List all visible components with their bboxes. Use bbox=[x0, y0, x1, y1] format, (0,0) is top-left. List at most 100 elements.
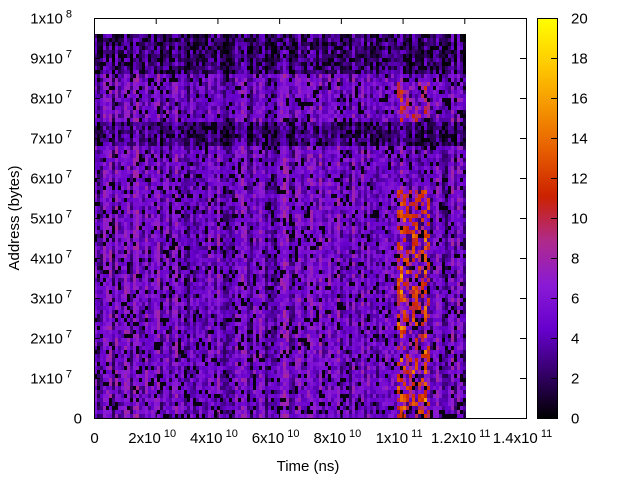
heatmap-cell bbox=[208, 122, 211, 126]
heatmap-cell bbox=[235, 278, 238, 282]
heatmap-cell bbox=[100, 222, 103, 226]
heatmap-cell bbox=[163, 322, 166, 326]
heatmap-cell bbox=[211, 58, 214, 62]
heatmap-cell bbox=[148, 266, 151, 270]
heatmap-cell bbox=[184, 118, 187, 122]
heatmap-cell bbox=[115, 410, 118, 414]
heatmap-cell bbox=[226, 358, 229, 362]
heatmap-cell bbox=[220, 366, 223, 370]
heatmap-cell bbox=[151, 54, 154, 58]
heatmap-cell bbox=[193, 294, 196, 298]
heatmap-cell bbox=[247, 330, 250, 334]
heatmap-cell bbox=[148, 358, 151, 362]
heatmap-cell bbox=[217, 330, 220, 334]
heatmap-cell bbox=[100, 38, 103, 42]
heatmap-cell bbox=[142, 294, 145, 298]
heatmap-cell bbox=[211, 134, 214, 138]
heatmap-cell bbox=[175, 42, 178, 46]
heatmap-cell bbox=[217, 386, 220, 390]
heatmap-cell bbox=[100, 190, 103, 194]
heatmap-cell bbox=[139, 38, 142, 42]
heatmap-cell bbox=[241, 94, 244, 98]
heatmap-cell bbox=[214, 122, 217, 126]
heatmap-cell bbox=[232, 326, 235, 330]
heatmap-cell bbox=[118, 82, 121, 86]
heatmap-cell bbox=[139, 346, 142, 350]
heatmap-cell bbox=[190, 102, 193, 106]
heatmap-cell bbox=[121, 154, 124, 158]
heatmap-cell bbox=[115, 406, 118, 410]
heatmap-cell bbox=[235, 86, 238, 90]
heatmap-cell bbox=[229, 158, 232, 162]
heatmap-cell bbox=[199, 334, 202, 338]
heatmap-cell bbox=[127, 70, 130, 74]
heatmap-cell bbox=[136, 66, 139, 70]
heatmap-cell bbox=[226, 162, 229, 166]
heatmap-cell bbox=[220, 42, 223, 46]
heatmap-cell bbox=[133, 70, 136, 74]
heatmap-cell bbox=[190, 242, 193, 246]
heatmap-cell bbox=[193, 254, 196, 258]
heatmap-cell bbox=[226, 54, 229, 58]
heatmap-cell bbox=[241, 62, 244, 66]
heatmap-cell bbox=[190, 262, 193, 266]
heatmap-cell bbox=[235, 306, 238, 310]
heatmap-cell bbox=[178, 394, 181, 398]
heatmap-cell bbox=[145, 246, 148, 250]
heatmap-cell bbox=[124, 410, 127, 414]
heatmap-cell bbox=[220, 206, 223, 210]
heatmap-cell bbox=[133, 410, 136, 414]
heatmap-cell bbox=[184, 322, 187, 326]
heatmap-cell bbox=[145, 226, 148, 230]
heatmap-cell bbox=[232, 374, 235, 378]
heatmap-cell bbox=[205, 238, 208, 242]
heatmap-cell bbox=[247, 282, 250, 286]
heatmap-cell bbox=[127, 254, 130, 258]
heatmap-cell bbox=[238, 278, 241, 282]
heatmap-cell bbox=[115, 214, 118, 218]
heatmap-cell bbox=[190, 106, 193, 110]
heatmap-cell bbox=[100, 142, 103, 146]
heatmap-cell bbox=[244, 370, 247, 374]
heatmap-cell bbox=[211, 294, 214, 298]
heatmap-cell bbox=[166, 270, 169, 274]
heatmap-cell bbox=[244, 326, 247, 330]
heatmap-cell bbox=[166, 70, 169, 74]
heatmap-cell bbox=[121, 82, 124, 86]
heatmap-cell bbox=[187, 358, 190, 362]
heatmap-cell bbox=[217, 50, 220, 54]
heatmap-cell bbox=[112, 246, 115, 250]
heatmap-cell bbox=[184, 358, 187, 362]
heatmap-cell bbox=[109, 110, 112, 114]
heatmap-cell bbox=[133, 306, 136, 310]
heatmap-cell bbox=[142, 46, 145, 50]
heatmap-cell bbox=[136, 198, 139, 202]
heatmap-cell bbox=[244, 166, 247, 170]
heatmap-cell bbox=[205, 342, 208, 346]
heatmap-cell bbox=[97, 162, 100, 166]
heatmap-cell bbox=[190, 222, 193, 226]
heatmap-cell bbox=[232, 310, 235, 314]
heatmap-cell bbox=[94, 354, 97, 358]
heatmap-cell bbox=[148, 162, 151, 166]
heatmap-cell bbox=[145, 318, 148, 322]
heatmap-cell bbox=[238, 38, 241, 42]
heatmap-cell bbox=[184, 246, 187, 250]
heatmap-cell bbox=[208, 42, 211, 46]
heatmap-cell bbox=[238, 182, 241, 186]
heatmap-cell bbox=[148, 38, 151, 42]
heatmap-cell bbox=[208, 390, 211, 394]
heatmap-cell bbox=[130, 110, 133, 114]
heatmap-cell bbox=[181, 102, 184, 106]
heatmap-cell bbox=[103, 342, 106, 346]
heatmap-cell bbox=[127, 134, 130, 138]
heatmap-cell bbox=[229, 258, 232, 262]
heatmap-cell bbox=[97, 246, 100, 250]
heatmap-cell bbox=[238, 78, 241, 82]
heatmap-cell bbox=[109, 186, 112, 190]
heatmap-cell bbox=[130, 138, 133, 142]
heatmap-cell bbox=[133, 242, 136, 246]
heatmap-cell bbox=[235, 98, 238, 102]
heatmap-cell bbox=[97, 90, 100, 94]
heatmap-cell bbox=[226, 226, 229, 230]
